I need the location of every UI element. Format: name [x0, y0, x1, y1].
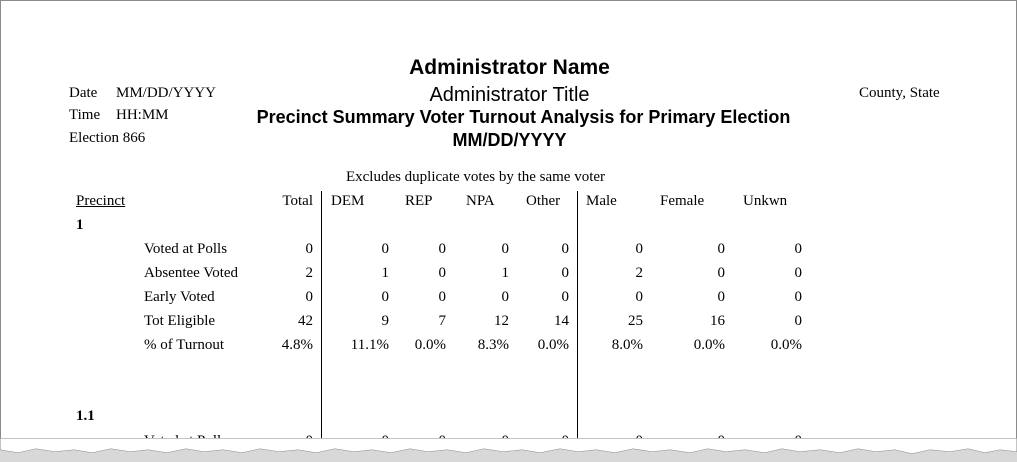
cell-total: 4.8%	[281, 337, 313, 353]
row-label: Voted at Polls	[144, 241, 228, 257]
report-title: Precinct Summary Voter Turnout Analysis …	[256, 107, 791, 127]
precinct-name: 1.1	[76, 408, 95, 424]
administrator-name: Administrator Name	[409, 56, 610, 79]
cell-male: 2	[635, 265, 644, 281]
cell-rep: 0	[438, 241, 447, 257]
cell-unkwn: 0	[794, 289, 803, 305]
cell-female: 0	[717, 289, 726, 305]
cell-total: 0	[305, 241, 314, 257]
cell-rep: 0	[438, 289, 447, 305]
row-label: % of Turnout	[144, 337, 225, 353]
cell-dem: 0	[381, 289, 390, 305]
county-state: County, State	[859, 85, 940, 101]
election-label: Election 866	[69, 130, 146, 146]
cell-rep: 0	[438, 265, 447, 281]
row-label: Early Voted	[144, 289, 215, 305]
cell-total: 42	[298, 313, 313, 329]
cell-female: 0	[717, 241, 726, 257]
precinct-name: 1	[76, 217, 84, 233]
row-label: Tot Eligible	[144, 313, 216, 329]
cell-dem: 11.1%	[350, 337, 389, 353]
column-header-unkwn: Unkwn	[743, 193, 788, 209]
report-date: MM/DD/YYYY	[452, 130, 567, 150]
exclusion-note: Excludes duplicate votes by the same vot…	[345, 169, 606, 185]
column-header-female: Female	[660, 193, 705, 209]
cell-unkwn: 0	[794, 313, 803, 329]
cell-total: 2	[305, 265, 314, 281]
party-divider-line	[321, 191, 322, 456]
time-value: HH:MM	[116, 107, 169, 123]
cell-npa: 0	[501, 241, 510, 257]
time-label: Time	[69, 107, 101, 123]
cell-unkwn: 0	[794, 241, 803, 257]
date-value: MM/DD/YYYY	[116, 85, 217, 101]
cell-total: 0	[305, 289, 314, 305]
column-header-npa: NPA	[466, 193, 495, 209]
cell-other: 0	[561, 289, 570, 305]
column-header-total: Total	[282, 193, 313, 209]
date-label: Date	[69, 85, 98, 101]
cell-unkwn: 0	[794, 265, 803, 281]
cell-other: 0.0%	[537, 337, 569, 353]
cell-dem: 0	[381, 241, 390, 257]
cell-dem: 9	[381, 313, 390, 329]
cell-dem: 1	[381, 265, 390, 281]
cell-rep: 0.0%	[414, 337, 446, 353]
cell-other: 0	[561, 265, 570, 281]
cell-npa: 0	[501, 289, 510, 305]
cell-male: 0	[635, 289, 644, 305]
row-label: Absentee Voted	[144, 265, 239, 281]
column-header-rep: REP	[405, 193, 433, 209]
column-header-male: Male	[586, 193, 617, 209]
torn-edge	[0, 438, 1017, 462]
cell-male: 0	[635, 241, 644, 257]
cell-male: 25	[628, 313, 643, 329]
gender-divider-line	[577, 191, 578, 456]
cell-unkwn: 0.0%	[770, 337, 802, 353]
column-header-dem: DEM	[331, 193, 365, 209]
cell-npa: 8.3%	[477, 337, 509, 353]
column-header-precinct: Precinct	[76, 193, 126, 209]
cell-other: 14	[554, 313, 569, 329]
column-header-other: Other	[526, 193, 561, 209]
cell-npa: 1	[501, 265, 510, 281]
cell-female: 16	[710, 313, 725, 329]
cell-male: 8.0%	[611, 337, 643, 353]
cell-female: 0	[717, 265, 726, 281]
cell-rep: 7	[438, 313, 447, 329]
cell-female: 0.0%	[693, 337, 725, 353]
cell-other: 0	[561, 241, 570, 257]
cell-npa: 12	[494, 313, 509, 329]
administrator-title: Administrator Title	[429, 84, 590, 106]
